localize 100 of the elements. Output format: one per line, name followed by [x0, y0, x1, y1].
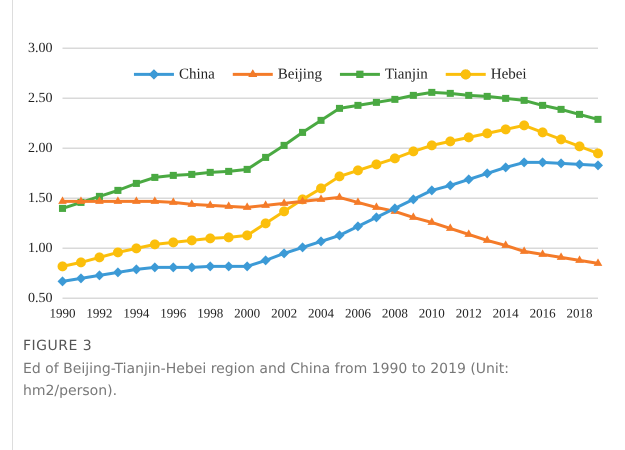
legend-label: Tianjin	[384, 66, 428, 82]
point	[500, 124, 511, 134]
point	[556, 134, 566, 144]
point	[428, 88, 436, 96]
text: FIGURE 3	[23, 338, 92, 354]
point	[112, 247, 123, 258]
y-tick-label: 1.00	[28, 241, 52, 256]
point	[593, 148, 603, 158]
point	[539, 102, 546, 109]
point	[132, 180, 140, 187]
x-tick-label: 1996	[160, 306, 187, 321]
point	[260, 218, 271, 228]
point	[520, 246, 528, 254]
point	[538, 249, 547, 257]
point	[445, 136, 456, 146]
point	[206, 168, 214, 176]
point	[317, 116, 325, 124]
point	[445, 180, 456, 190]
point	[279, 248, 290, 258]
point	[280, 142, 288, 149]
point	[334, 230, 344, 240]
point	[519, 157, 530, 168]
point	[186, 262, 197, 272]
point	[58, 204, 66, 212]
legend-label: China	[178, 66, 216, 82]
point	[205, 233, 216, 244]
point	[225, 168, 232, 175]
point	[408, 194, 418, 204]
point	[520, 96, 528, 104]
point	[262, 154, 270, 161]
x-tick-label: 2014	[492, 306, 520, 321]
point	[574, 159, 585, 170]
point	[334, 171, 344, 182]
point	[94, 270, 104, 280]
point	[131, 264, 142, 274]
point	[335, 192, 344, 200]
point	[390, 153, 400, 164]
x-tick-label: 2002	[271, 306, 298, 321]
point	[408, 146, 418, 156]
point	[316, 236, 326, 246]
point	[170, 172, 177, 179]
point	[593, 160, 603, 170]
point	[519, 120, 530, 130]
point	[465, 92, 472, 99]
point	[224, 201, 234, 209]
point	[112, 267, 123, 278]
point	[574, 141, 585, 152]
point	[482, 168, 492, 178]
point	[426, 140, 437, 150]
point	[464, 174, 474, 184]
point	[500, 162, 511, 172]
point	[352, 165, 363, 176]
point	[538, 157, 548, 168]
point	[242, 261, 252, 272]
point	[260, 255, 271, 266]
point	[94, 252, 104, 262]
point	[242, 202, 252, 210]
y-tick-label: 1.50	[28, 191, 52, 206]
point	[186, 235, 197, 246]
x-tick-label: 1990	[50, 306, 76, 321]
point	[576, 110, 584, 118]
point	[352, 221, 363, 232]
point	[464, 132, 474, 142]
point	[316, 194, 326, 202]
point	[354, 197, 362, 205]
point	[188, 170, 196, 178]
x-tick-label: 2006	[344, 306, 372, 321]
point	[594, 116, 602, 123]
point	[391, 96, 398, 103]
x-tick-label: 1994	[123, 306, 150, 321]
y-tick-label: 0.50	[28, 291, 52, 306]
x-tick-label: 1992	[86, 306, 112, 321]
point	[205, 261, 216, 272]
point	[206, 200, 215, 208]
point	[95, 196, 104, 204]
point	[354, 102, 362, 109]
point	[131, 243, 142, 254]
point	[371, 159, 382, 170]
point	[556, 252, 566, 260]
point	[58, 261, 68, 272]
point	[224, 232, 234, 242]
point	[242, 230, 252, 240]
point	[280, 198, 288, 206]
point	[279, 206, 290, 216]
point	[58, 196, 67, 204]
point	[336, 104, 344, 112]
point	[114, 196, 122, 204]
point	[151, 174, 158, 181]
point	[538, 127, 548, 138]
point	[150, 262, 160, 272]
point	[482, 235, 492, 243]
point	[76, 196, 86, 204]
point	[58, 276, 68, 286]
point	[502, 94, 510, 102]
point	[594, 258, 602, 266]
point	[298, 242, 308, 252]
point	[187, 199, 196, 207]
point	[168, 197, 178, 205]
point	[168, 237, 178, 248]
point	[575, 255, 584, 263]
